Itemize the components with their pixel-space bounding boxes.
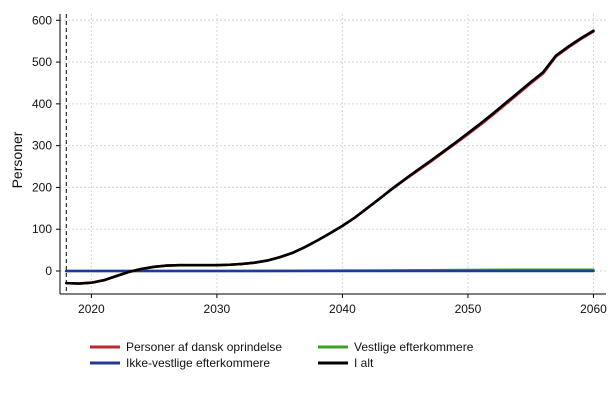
axes: 0 100 200 300 400 500 600 2020 2030 2040 2050 2060 [32, 13, 607, 316]
x-tick-label: 2040 [329, 302, 356, 316]
series-line [64, 30, 595, 285]
legend-label: Personer af dansk oprindelse [126, 340, 282, 354]
legend-label: I alt [354, 356, 374, 370]
series-line [64, 29, 595, 285]
series-lines [64, 29, 595, 285]
y-tick-label: 100 [32, 222, 52, 236]
y-tick-label: 200 [32, 180, 52, 194]
y-axis-title: Personer [9, 131, 25, 188]
grid [60, 14, 606, 294]
y-tick-label: 600 [32, 13, 52, 27]
x-tick-label: 2060 [580, 302, 607, 316]
y-tick-label: 500 [32, 55, 52, 69]
legend-label: Vestlige efterkommere [354, 340, 474, 354]
x-tick-label: 2050 [455, 302, 482, 316]
x-tick-label: 2030 [204, 302, 231, 316]
legend: Personer af dansk oprindelse Ikke-vestlig… [90, 340, 474, 370]
y-tick-label: 400 [32, 97, 52, 111]
y-tick-label: 300 [32, 139, 52, 153]
legend-label: Ikke-vestlige efterkommere [126, 356, 270, 370]
x-tick-label: 2020 [78, 302, 105, 316]
y-tick-label: 0 [45, 264, 52, 278]
